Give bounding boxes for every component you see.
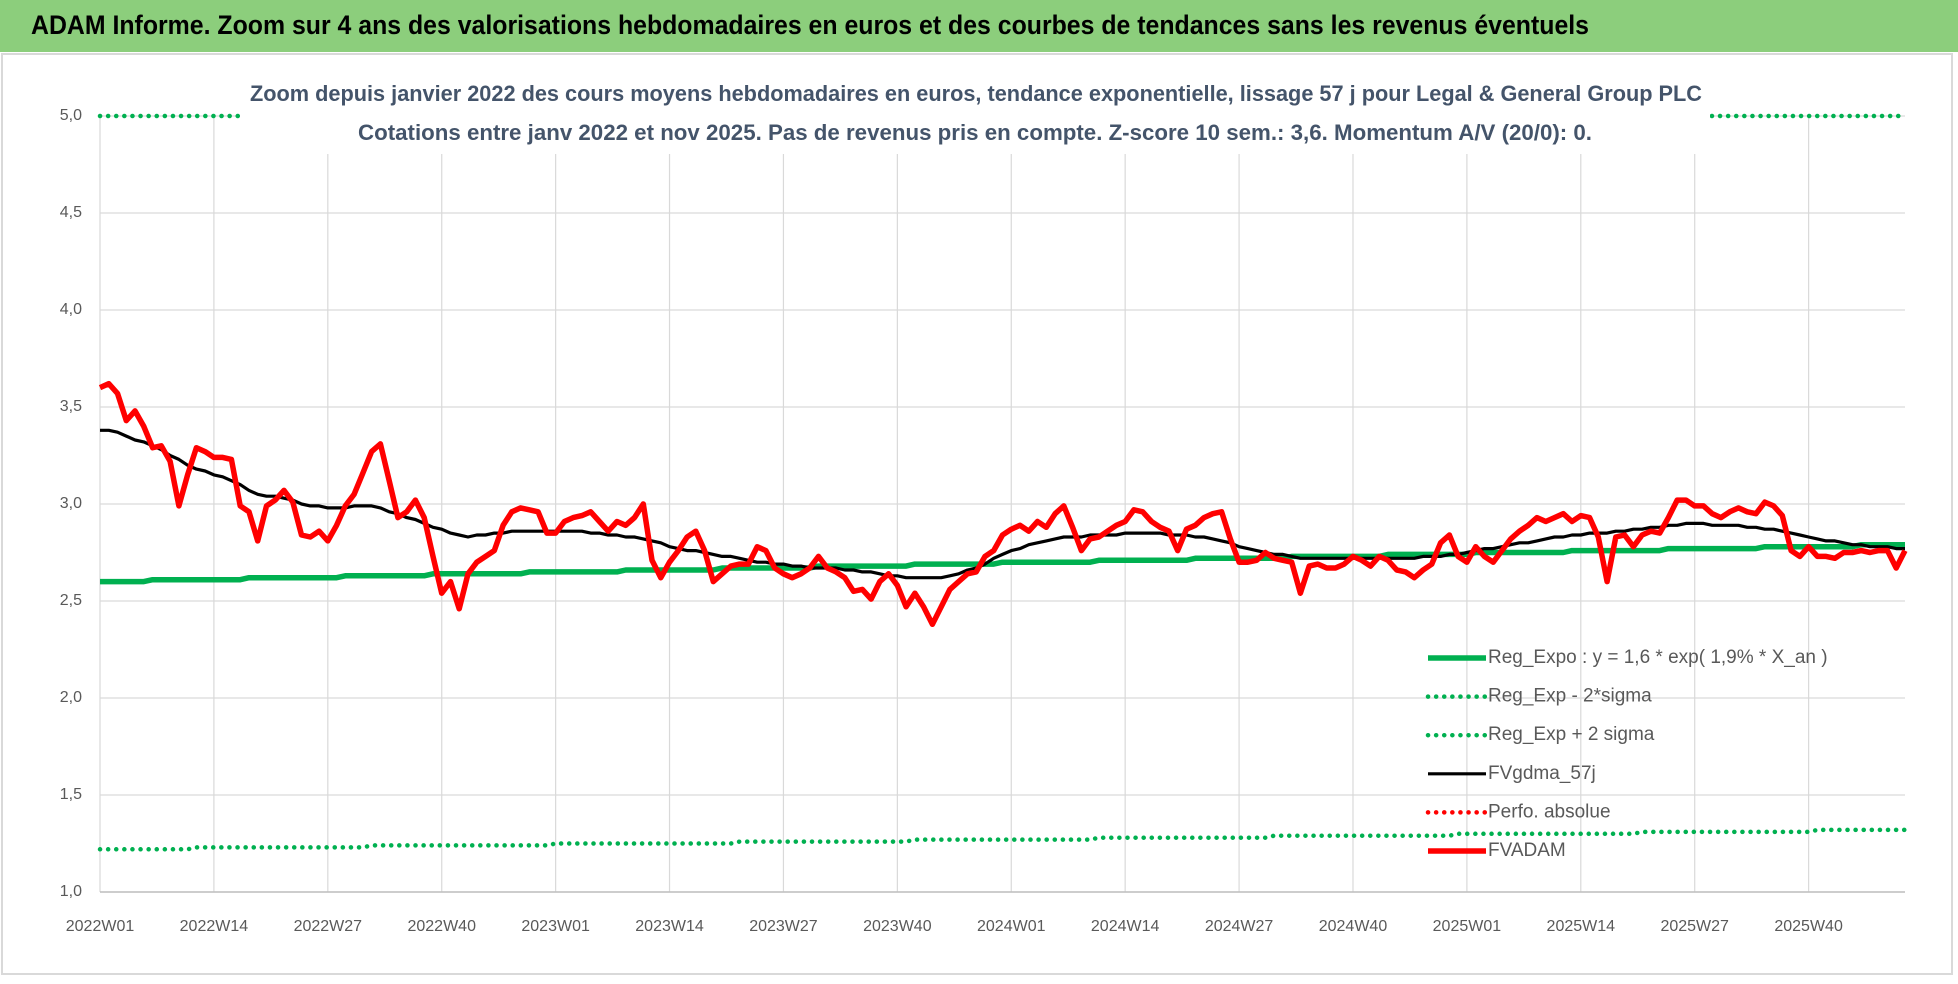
y-tick-label: 1,0 bbox=[60, 883, 82, 900]
y-tick-label: 4,5 bbox=[60, 204, 82, 221]
x-tick-label: 2025W01 bbox=[1433, 918, 1502, 935]
chart-subtitle: Zoom depuis janvier 2022 des cours moyen… bbox=[250, 81, 1702, 106]
x-tick-label: 2025W27 bbox=[1660, 918, 1729, 935]
x-tick-label: 2025W40 bbox=[1774, 918, 1843, 935]
y-tick-label: 5,0 bbox=[60, 107, 82, 124]
y-tick-label: 3,5 bbox=[60, 398, 82, 415]
x-tick-label: 2022W27 bbox=[294, 918, 363, 935]
legend-label: FVgdma_57j bbox=[1488, 763, 1596, 784]
y-tick-label: 2,5 bbox=[60, 592, 82, 609]
x-tick-label: 2023W40 bbox=[863, 918, 932, 935]
x-tick-label: 2022W40 bbox=[407, 918, 476, 935]
x-tick-label: 2025W14 bbox=[1547, 918, 1616, 935]
x-tick-label: 2023W14 bbox=[635, 918, 704, 935]
series-line bbox=[98, 380, 1908, 628]
y-tick-label: 2,0 bbox=[60, 689, 82, 706]
legend-label: Reg_Exp - 2*sigma bbox=[1488, 686, 1652, 707]
chart-subtitle: Cotations entre janv 2022 et nov 2025. P… bbox=[358, 120, 1592, 145]
y-tick-label: 3,0 bbox=[60, 495, 82, 512]
x-tick-label: 2023W01 bbox=[521, 918, 590, 935]
subtitle-backdrop bbox=[240, 74, 1710, 154]
legend-label: Reg_Expo : y = 1,6 * exp( 1,9% * X_an ) bbox=[1488, 647, 1828, 668]
x-tick-label: 2024W14 bbox=[1091, 918, 1160, 935]
x-tick-label: 2022W14 bbox=[180, 918, 249, 935]
legend-label: Reg_Exp + 2 sigma bbox=[1488, 724, 1655, 745]
series-line bbox=[97, 827, 1908, 852]
header-bar bbox=[0, 0, 1958, 52]
legend-label: FVADAM bbox=[1488, 840, 1566, 861]
x-tick-label: 2024W27 bbox=[1205, 918, 1274, 935]
header-title: ADAM Informe. Zoom sur 4 ans des valoris… bbox=[31, 10, 1589, 40]
chart-frame bbox=[1, 53, 1953, 975]
y-tick-label: 4,0 bbox=[60, 301, 82, 318]
series-line bbox=[100, 541, 1905, 585]
x-tick-label: 2022W01 bbox=[66, 918, 135, 935]
y-tick-label: 1,5 bbox=[60, 786, 82, 803]
x-tick-label: 2024W01 bbox=[977, 918, 1046, 935]
x-tick-label: 2023W27 bbox=[749, 918, 818, 935]
legend-label: Perfo. absolue bbox=[1488, 801, 1611, 822]
x-tick-label: 2024W40 bbox=[1319, 918, 1388, 935]
